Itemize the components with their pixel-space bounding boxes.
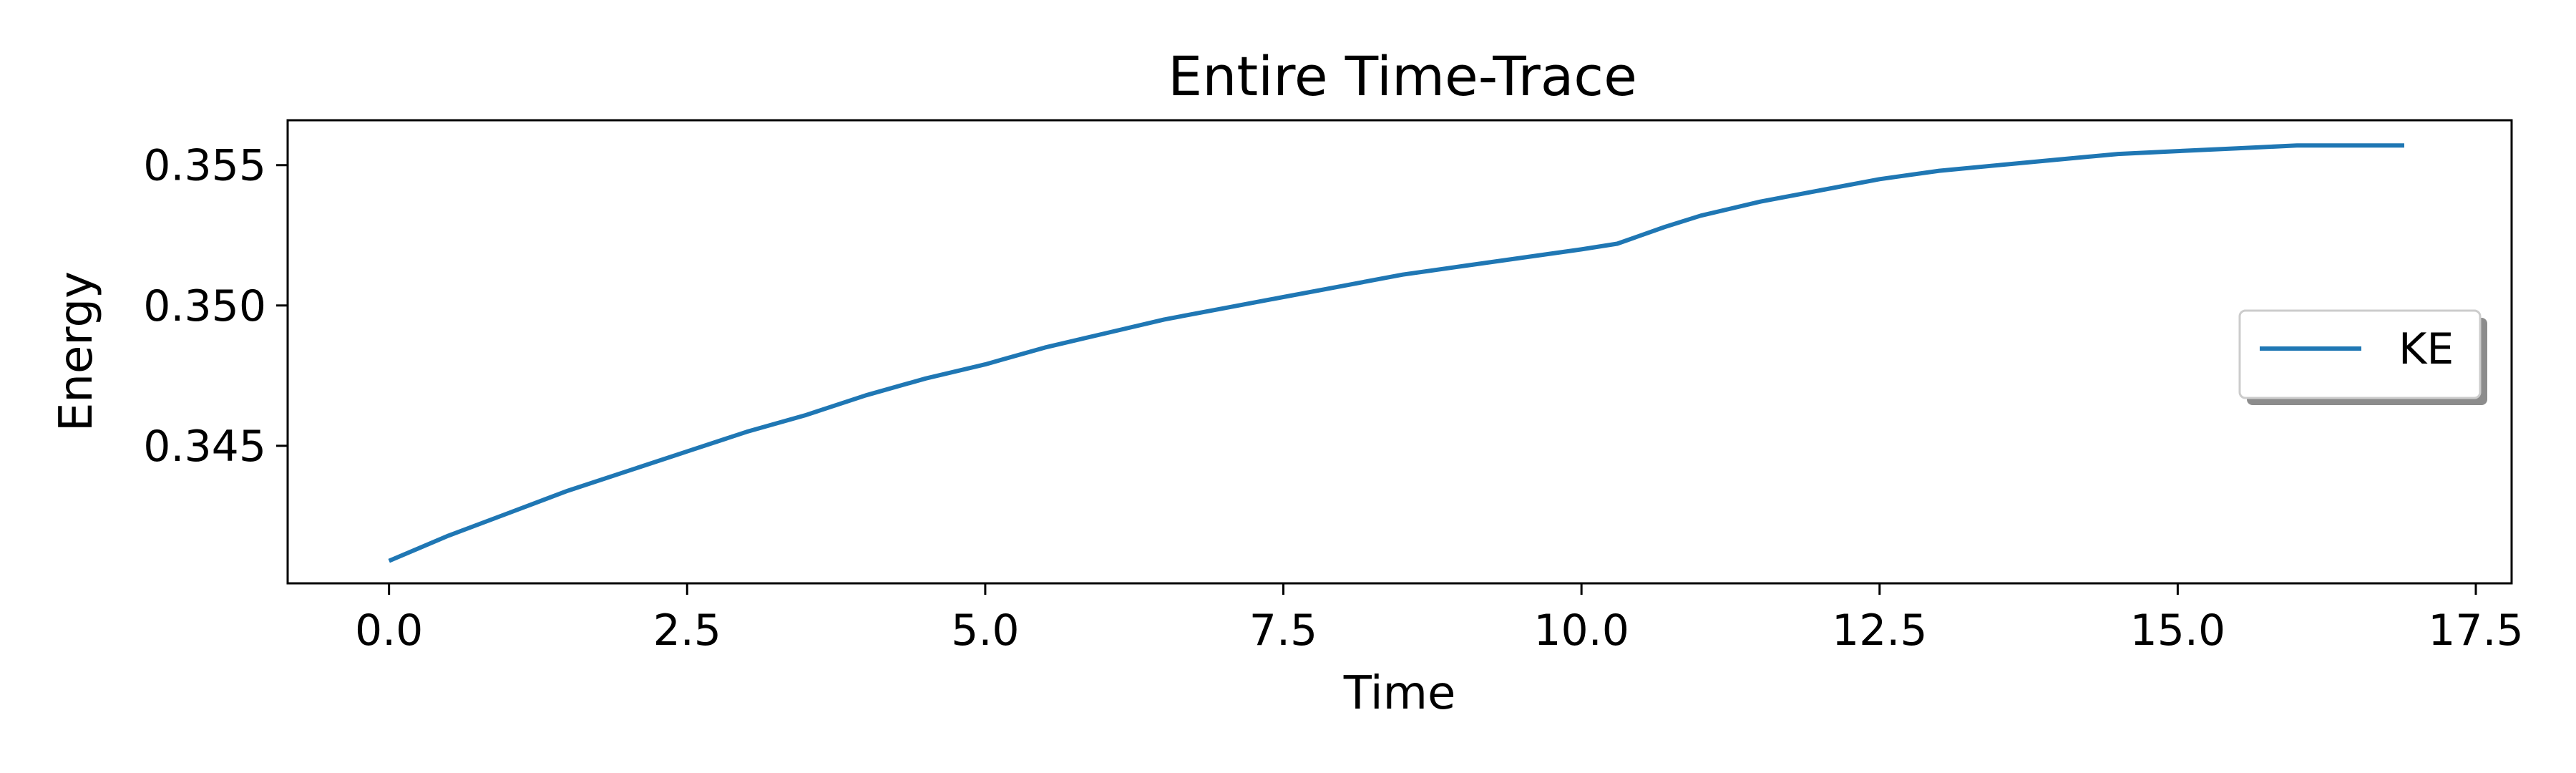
x-tick-label: 7.5	[1249, 606, 1317, 656]
x-tick-label: 10.0	[1533, 606, 1629, 656]
x-tick-label: 5.0	[951, 606, 1019, 656]
x-tick-label: 2.5	[653, 606, 721, 656]
y-axis: 0.345 0.350 0.355	[143, 141, 288, 472]
legend-frame	[2238, 309, 2482, 399]
y-tick-label: 0.350	[143, 281, 266, 331]
y-axis-label: Energy	[50, 271, 103, 432]
x-tick-label: 12.5	[1832, 606, 1928, 656]
series-line-ke	[388, 143, 2404, 563]
chart-title: Entire Time-Trace	[1168, 44, 1637, 108]
x-axis-label: Time	[1343, 667, 1456, 720]
x-tick-label: 0.0	[355, 606, 423, 656]
x-tick-label: 17.5	[2428, 606, 2524, 656]
legend: KE	[2238, 309, 2487, 405]
series-layer	[388, 143, 2404, 563]
x-tick-label: 15.0	[2130, 606, 2226, 656]
y-tick-label: 0.345	[143, 422, 266, 472]
plot-area	[286, 119, 2513, 585]
plot-frame	[286, 119, 2513, 585]
y-tick-label: 0.355	[143, 141, 266, 191]
legend-label-ke: KE	[2399, 324, 2454, 374]
x-axis: 0.0 2.5 5.0 7.5 10.0 12.5 15.0 17.5	[355, 583, 2524, 656]
